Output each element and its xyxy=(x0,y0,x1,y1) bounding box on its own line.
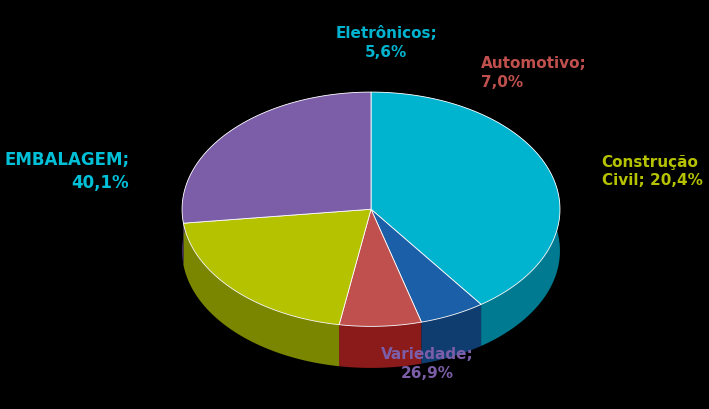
Text: Eletrônicos;
5,6%: Eletrônicos; 5,6% xyxy=(335,26,437,60)
Polygon shape xyxy=(421,304,481,364)
Text: Variedade;
26,9%: Variedade; 26,9% xyxy=(381,347,474,381)
Polygon shape xyxy=(339,209,421,326)
Polygon shape xyxy=(184,209,371,325)
Polygon shape xyxy=(339,322,421,368)
Text: EMBALAGEM;
40,1%: EMBALAGEM; 40,1% xyxy=(4,151,129,191)
Polygon shape xyxy=(371,209,481,322)
Polygon shape xyxy=(182,92,371,265)
Text: Construção
Civil; 20,4%: Construção Civil; 20,4% xyxy=(601,155,703,188)
Polygon shape xyxy=(182,92,371,223)
Text: Automotivo;
7,0%: Automotivo; 7,0% xyxy=(481,56,586,90)
Polygon shape xyxy=(371,92,560,346)
Polygon shape xyxy=(371,92,560,304)
Polygon shape xyxy=(184,223,339,366)
